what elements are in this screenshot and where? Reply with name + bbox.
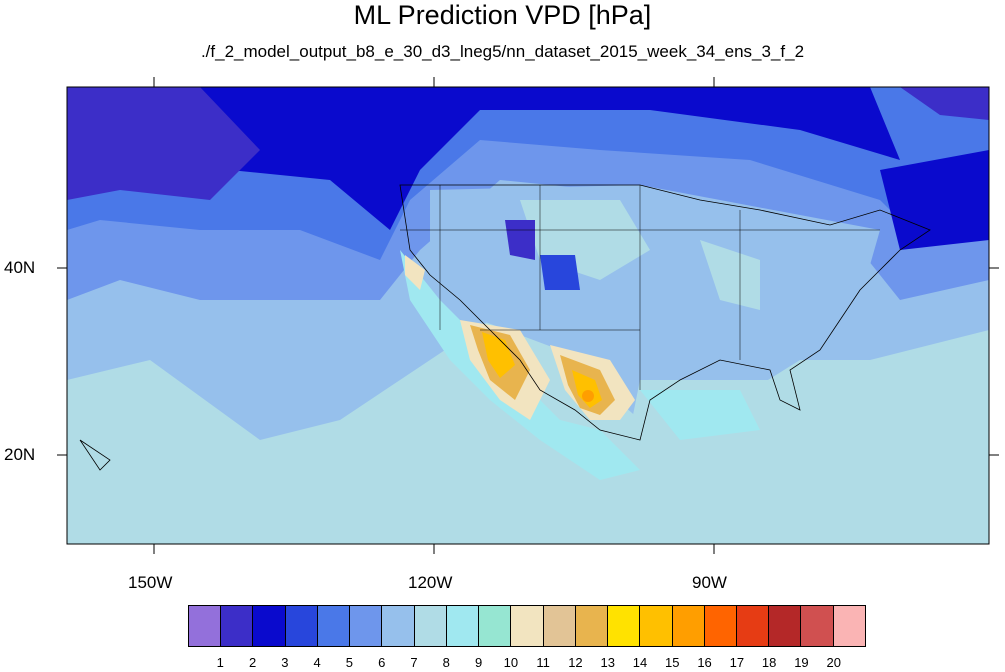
colorbar-swatch bbox=[317, 606, 351, 646]
plot-frame bbox=[66, 86, 990, 545]
colorbar-swatch bbox=[253, 606, 286, 646]
colorbar-tick-label: 5 bbox=[345, 655, 354, 670]
colorbar-swatch bbox=[350, 606, 383, 646]
colorbar-tick-label: 4 bbox=[313, 655, 321, 670]
colorbar-swatch bbox=[221, 606, 254, 646]
axis-ticks bbox=[57, 77, 999, 554]
colorbar-tick-label: 1 bbox=[216, 655, 224, 670]
colorbar-tick-label: 11 bbox=[536, 655, 550, 670]
colorbar-swatch bbox=[736, 606, 770, 646]
lon-label-150w: 150W bbox=[128, 573, 173, 592]
colorbar-swatch bbox=[479, 606, 512, 646]
coastlines bbox=[79, 184, 931, 471]
colorbar-tick-label: 13 bbox=[600, 655, 615, 670]
colorbar-swatch bbox=[833, 606, 865, 646]
colorbar-swatch bbox=[414, 606, 447, 646]
colorbar-swatch bbox=[189, 606, 222, 646]
lon-label-90w: 90W bbox=[692, 573, 727, 592]
colorbar-swatch bbox=[575, 606, 609, 646]
colorbar-tick-label: 10 bbox=[503, 655, 519, 670]
colorbar-tick-label: 7 bbox=[410, 655, 418, 670]
colorbar-tick-label: 8 bbox=[442, 655, 450, 670]
colorbar-tick-label: 15 bbox=[665, 655, 680, 670]
colorbar-swatch bbox=[285, 606, 318, 646]
colorbar-swatch bbox=[704, 606, 737, 646]
colorbar-tick-label: 2 bbox=[248, 655, 257, 670]
colorbar-tick-label: 18 bbox=[761, 655, 777, 670]
colorbar-tick-label: 14 bbox=[632, 655, 648, 670]
colorbar-swatch bbox=[640, 606, 673, 646]
lat-label-20n: 20N bbox=[4, 445, 36, 464]
vpd-map bbox=[57, 77, 999, 554]
colorbar-tick-label: 17 bbox=[729, 655, 745, 670]
colorbar-swatch bbox=[511, 606, 544, 646]
colorbar-tick-label: 3 bbox=[281, 655, 289, 670]
colorbar-swatch bbox=[769, 606, 802, 646]
lon-label-120w: 120W bbox=[408, 573, 453, 592]
colorbar-tick-label: 12 bbox=[568, 655, 583, 670]
lat-label-40n: 40N bbox=[4, 258, 36, 277]
map-title: ML Prediction VPD [hPa] bbox=[353, 0, 652, 30]
map-subtitle: ./f_2_model_output_b8_e_30_d3_lneg5/nn_d… bbox=[200, 42, 805, 61]
colorbar-swatch bbox=[801, 606, 834, 646]
colorbar-tick-label: 9 bbox=[474, 655, 483, 670]
vpd-field bbox=[67, 87, 989, 544]
colorbar-swatch bbox=[543, 606, 576, 646]
colorbar-swatch bbox=[446, 606, 480, 646]
colorbar-tick-label: 6 bbox=[378, 655, 386, 670]
colorbar-tick-label: 16 bbox=[697, 655, 712, 670]
colorbar-swatch bbox=[672, 606, 705, 646]
colorbar bbox=[188, 605, 866, 647]
colorbar-swatch bbox=[608, 606, 641, 646]
colorbar-tick-label: 19 bbox=[794, 655, 809, 670]
colorbar-tick-label: 20 bbox=[826, 655, 841, 670]
colorbar-swatch bbox=[382, 606, 415, 646]
